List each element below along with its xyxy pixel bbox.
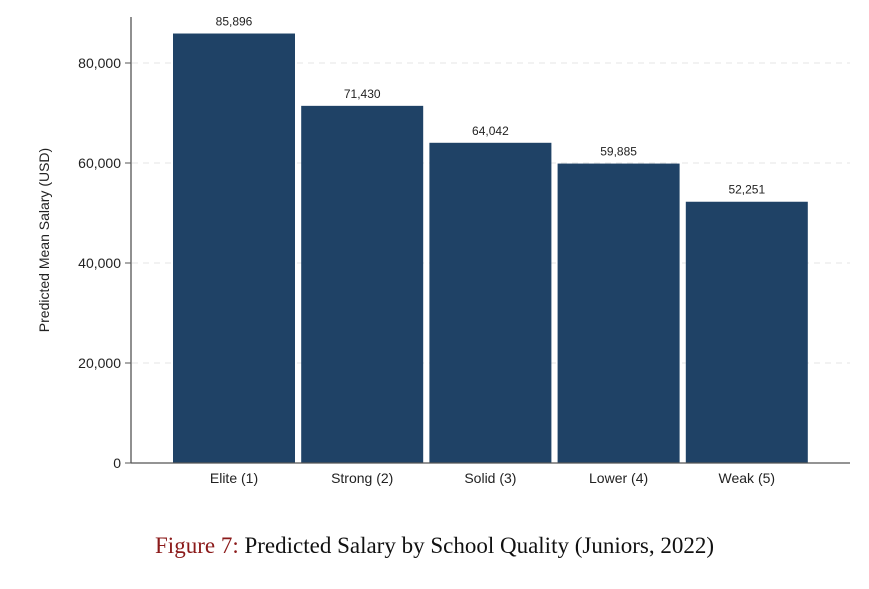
bar	[429, 142, 552, 464]
figure-label: Figure 7:	[155, 533, 239, 558]
data-label: 85,896	[216, 15, 253, 29]
x-tick-label: Lower (4)	[589, 470, 648, 486]
bar-chart: 0 20,000 40,000 60,000 80,000 85,896 Elite (1…	[36, 15, 850, 486]
data-label: 52,251	[728, 183, 765, 197]
data-label: 64,042	[472, 124, 509, 138]
y-tick-label: 40,000	[78, 255, 121, 271]
data-label: 59,885	[600, 145, 637, 159]
data-label: 71,430	[344, 87, 381, 101]
bar	[557, 163, 680, 463]
figure-caption: Figure 7: Predicted Salary by School Qua…	[0, 533, 869, 559]
bar	[685, 201, 808, 463]
bar	[301, 105, 424, 463]
x-tick-label: Strong (2)	[331, 470, 393, 486]
x-tick-label: Weak (5)	[719, 470, 776, 486]
x-tick-label: Elite (1)	[210, 470, 258, 486]
y-tick-label: 80,000	[78, 55, 121, 71]
y-tick-label: 20,000	[78, 355, 121, 371]
figure-title: Predicted Salary by School Quality (Juni…	[238, 533, 714, 558]
y-axis-title: Predicted Mean Salary (USD)	[36, 148, 52, 332]
y-tick-label: 60,000	[78, 155, 121, 171]
y-tick-label: 0	[113, 455, 121, 471]
x-tick-label: Solid (3)	[464, 470, 516, 486]
bar	[173, 33, 295, 464]
